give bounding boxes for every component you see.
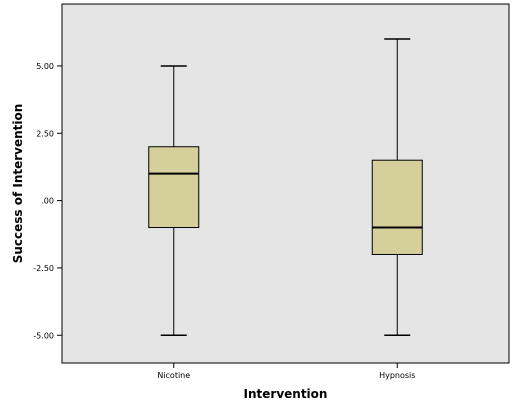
x-axis-title: Intervention bbox=[244, 387, 328, 401]
iqr-box bbox=[371, 159, 423, 255]
box-series bbox=[148, 38, 423, 337]
x-tick-label: Hypnosis bbox=[379, 371, 415, 380]
y-axis-ticks: 5.00 2.50 .00 -2.50 -5.00 bbox=[33, 62, 62, 340]
y-tick-label: 2.50 bbox=[36, 129, 54, 138]
y-tick-label: -5.00 bbox=[33, 331, 54, 340]
box-hypnosis bbox=[371, 38, 423, 337]
iqr-box bbox=[148, 146, 200, 229]
plot-area bbox=[61, 3, 510, 364]
y-tick-label: .00 bbox=[41, 197, 54, 206]
y-tick-label: -2.50 bbox=[33, 264, 54, 273]
x-axis-ticks: Nicotine Hypnosis bbox=[157, 363, 415, 380]
box-nicotine bbox=[148, 65, 200, 337]
x-tick-label: Nicotine bbox=[157, 371, 190, 380]
y-axis-title: Success of Intervention bbox=[11, 104, 25, 264]
y-tick-label: 5.00 bbox=[36, 62, 54, 71]
